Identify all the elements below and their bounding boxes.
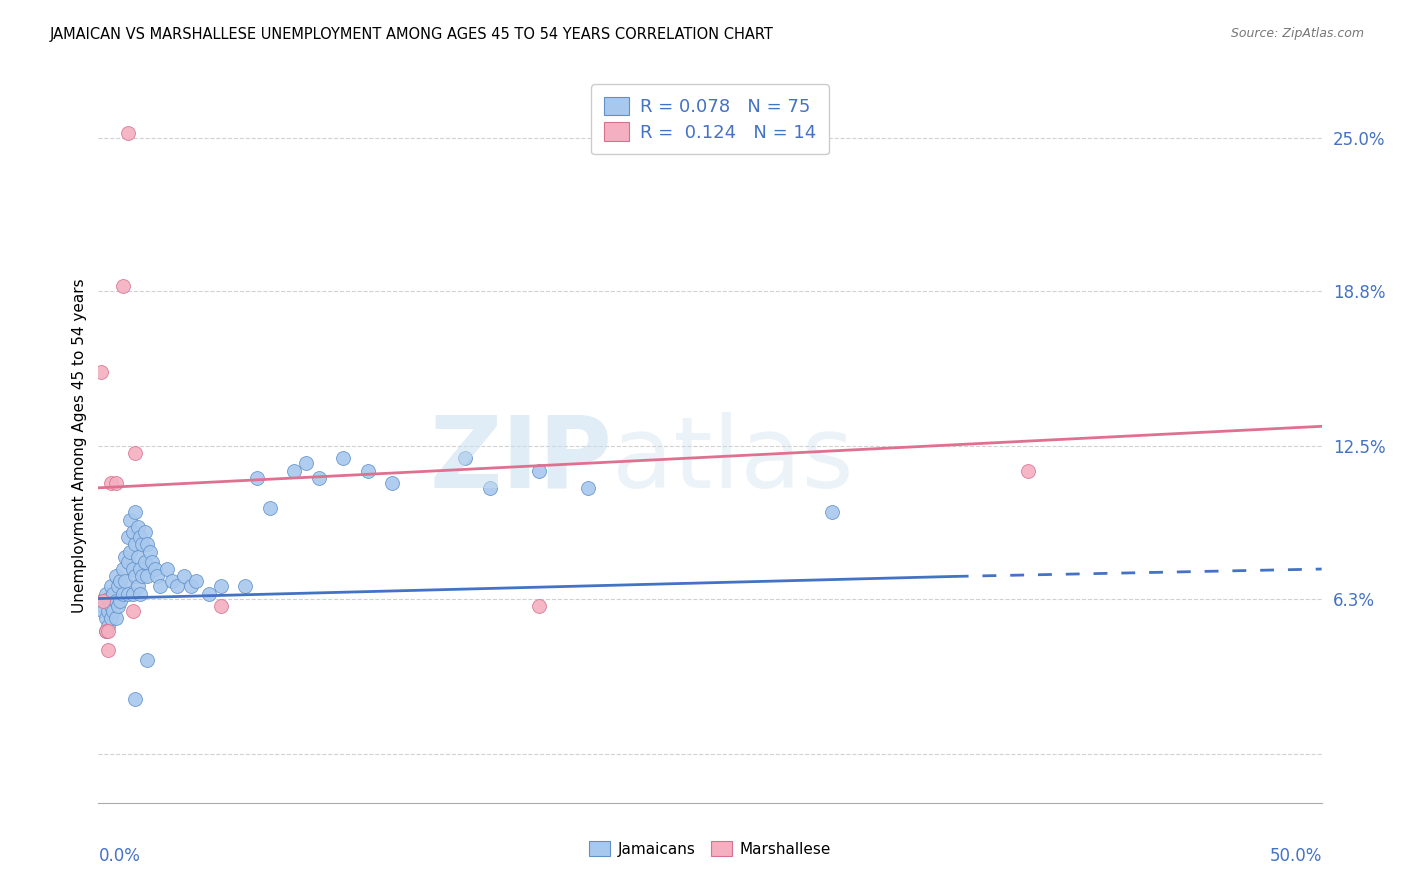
Point (104, 611, 127, 625)
Point (110, 594, 132, 608)
Point (134, 525, 156, 540)
Point (114, 549, 136, 564)
Point (91, 604, 114, 618)
Point (110, 574, 132, 589)
Text: 50.0%: 50.0% (1270, 847, 1322, 865)
Point (186, 574, 208, 589)
Point (173, 569, 195, 583)
Point (141, 555, 163, 569)
Point (134, 555, 156, 569)
Point (139, 545, 162, 559)
Point (111, 587, 134, 601)
Point (97, 618, 120, 632)
Point (233, 579, 256, 593)
Point (94, 611, 117, 625)
Point (104, 594, 127, 608)
Point (90, 594, 112, 608)
Point (101, 587, 124, 601)
Point (124, 569, 146, 583)
Point (97, 591, 120, 606)
Point (146, 569, 169, 583)
Point (136, 537, 159, 551)
Point (94, 624, 117, 638)
Point (124, 692, 146, 706)
Point (104, 475, 127, 490)
Point (209, 599, 232, 613)
Point (129, 562, 152, 576)
Point (821, 505, 844, 519)
Point (121, 562, 143, 576)
Point (332, 451, 354, 466)
Point (94, 624, 117, 638)
Point (129, 587, 152, 601)
Point (104, 569, 127, 583)
Point (117, 587, 139, 601)
Point (127, 520, 149, 534)
Point (107, 599, 129, 613)
Point (91, 599, 114, 613)
Point (356, 464, 378, 478)
Text: Source: ZipAtlas.com: Source: ZipAtlas.com (1230, 27, 1364, 40)
Point (114, 574, 136, 589)
Point (166, 579, 188, 593)
Point (100, 579, 122, 593)
Point (209, 579, 232, 593)
Point (527, 599, 550, 613)
Text: atlas: atlas (612, 412, 853, 508)
Point (308, 471, 330, 485)
Point (111, 279, 134, 293)
Legend: Jamaicans, Marshallese: Jamaicans, Marshallese (582, 835, 838, 863)
Point (149, 579, 172, 593)
Text: JAMAICAN VS MARSHALLESE UNEMPLOYMENT AMONG AGES 45 TO 54 YEARS CORRELATION CHART: JAMAICAN VS MARSHALLESE UNEMPLOYMENT AMO… (49, 27, 773, 42)
Point (121, 525, 143, 540)
Point (136, 653, 159, 667)
Point (246, 471, 269, 485)
Point (143, 562, 166, 576)
Point (156, 562, 179, 576)
Point (127, 549, 149, 564)
Point (97, 643, 120, 657)
Point (101, 604, 124, 618)
Point (129, 530, 152, 544)
Point (576, 481, 599, 495)
Point (117, 555, 139, 569)
Point (91, 594, 114, 608)
Point (117, 530, 139, 544)
Point (124, 537, 146, 551)
Point (131, 537, 153, 551)
Point (454, 451, 477, 466)
Point (90, 365, 112, 379)
Point (124, 446, 146, 460)
Point (295, 456, 318, 470)
Point (160, 574, 183, 589)
Point (259, 500, 281, 515)
Point (127, 579, 149, 593)
Point (97, 604, 120, 618)
Point (100, 475, 122, 490)
Point (1017, 464, 1039, 478)
Point (100, 599, 122, 613)
Text: ZIP: ZIP (429, 412, 612, 508)
Point (120, 513, 142, 527)
Point (117, 127, 139, 141)
Point (100, 611, 122, 625)
Point (121, 604, 143, 618)
Point (120, 545, 142, 559)
Text: 0.0%: 0.0% (98, 847, 141, 865)
Point (131, 569, 153, 583)
Point (107, 579, 129, 593)
Point (136, 569, 159, 583)
Y-axis label: Unemployment Among Ages 45 to 54 years: Unemployment Among Ages 45 to 54 years (72, 278, 87, 614)
Point (478, 481, 501, 495)
Point (180, 579, 202, 593)
Point (97, 624, 120, 638)
Point (111, 562, 134, 576)
Point (197, 587, 219, 601)
Point (381, 475, 404, 490)
Point (283, 464, 305, 478)
Point (121, 587, 143, 601)
Point (94, 587, 117, 601)
Point (527, 464, 550, 478)
Point (124, 505, 146, 519)
